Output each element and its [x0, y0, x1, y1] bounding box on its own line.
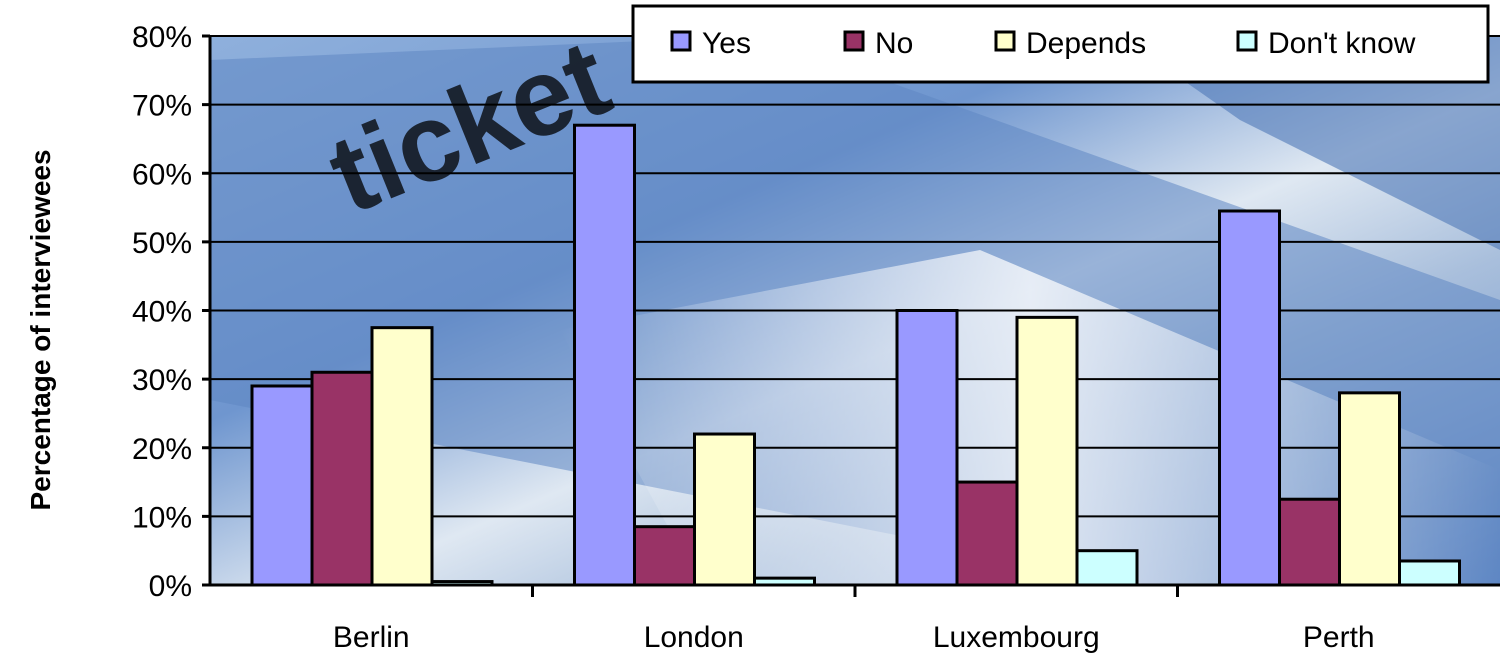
bar-no-perth — [1278, 497, 1341, 587]
bar-no-berlin — [310, 370, 374, 587]
y-tick-label: 20% — [132, 433, 192, 466]
legend-box — [631, 4, 1490, 84]
bar-depends-berlin — [370, 326, 434, 587]
legend-label: No — [875, 27, 913, 60]
y-tick-label: 50% — [132, 227, 192, 260]
bar-depends-luxembourg — [1015, 315, 1079, 587]
y-tick-label: 70% — [132, 90, 192, 123]
y-tick-label: 80% — [132, 21, 192, 54]
y-tick-label: 0% — [149, 570, 192, 603]
legend-label: Yes — [702, 27, 751, 60]
bar-yes-luxembourg — [895, 309, 959, 587]
legend-swatch — [994, 30, 1016, 52]
legend-swatch — [843, 30, 865, 52]
legend-label: Depends — [1026, 27, 1146, 60]
x-category-label: Perth — [1303, 621, 1375, 654]
x-category-labels: Berlin London Luxembourg Perth — [333, 621, 1375, 654]
y-tick-label: 40% — [132, 296, 192, 329]
x-category-label: London — [644, 621, 744, 654]
y-tick-label: 10% — [132, 501, 192, 534]
x-category-label: Luxembourg — [933, 621, 1100, 654]
bar-don-t-know-luxembourg — [1075, 549, 1139, 587]
y-tick-labels: 0% 10% 20% 30% 40% 50% 60% 70% 80% — [132, 21, 192, 603]
bar-yes-perth — [1218, 209, 1281, 587]
bar-no-luxembourg — [955, 480, 1019, 587]
legend-swatch — [670, 30, 692, 52]
legend: Yes No Depends Don't know — [631, 4, 1490, 84]
x-category-label: Berlin — [333, 621, 410, 654]
bar-depends-perth — [1338, 391, 1401, 587]
bar-yes-london — [573, 123, 636, 587]
y-tick-label: 30% — [132, 364, 192, 397]
y-tick-label: 60% — [132, 158, 192, 191]
bar-no-london — [633, 525, 696, 587]
legend-label: Don't know — [1268, 27, 1416, 60]
bar-depends-london — [693, 432, 756, 587]
legend-swatch — [1236, 30, 1258, 52]
axes — [202, 34, 1500, 597]
bar-yes-berlin — [250, 384, 314, 587]
y-axis-title: Percentage of interviewees — [25, 149, 56, 510]
bar-don-t-know-perth — [1398, 559, 1461, 587]
